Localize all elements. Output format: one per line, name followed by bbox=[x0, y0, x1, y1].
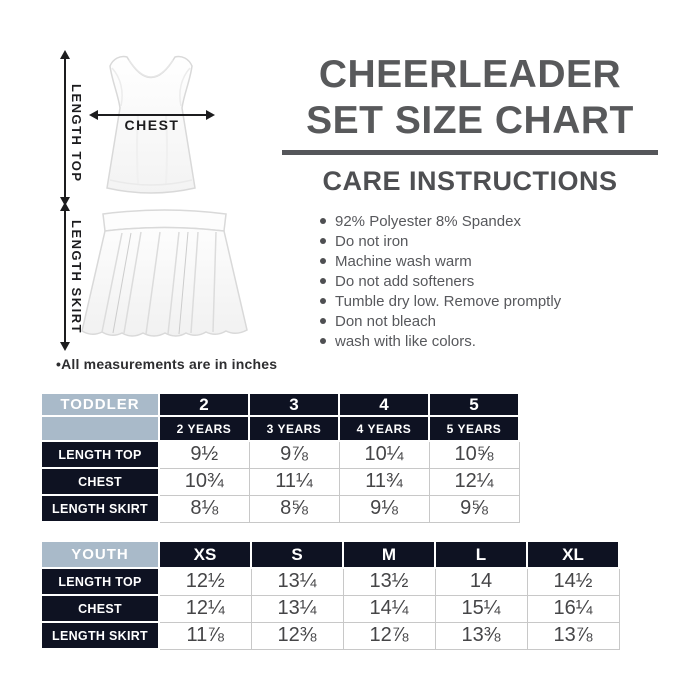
table-row: LENGTH TOP 9½ 9⅞ 10¼ 10⅝ bbox=[40, 440, 520, 469]
measurement-cell: 13¼ bbox=[250, 567, 344, 596]
measurement-cell: 13⅜ bbox=[434, 621, 528, 650]
table-row: LENGTH SKIRT 11⅞ 12⅜ 12⅞ 13⅜ 13⅞ bbox=[40, 621, 620, 650]
measurement-cell: 11¾ bbox=[338, 467, 430, 496]
title-line-2: SET SIZE CHART bbox=[306, 99, 634, 142]
bullet-icon bbox=[320, 278, 326, 284]
size-column-header: S bbox=[250, 540, 344, 569]
youth-group-header: YOUTH bbox=[40, 540, 160, 569]
length-skirt-arrow-icon bbox=[60, 202, 70, 351]
toddler-group-header: TODDLER bbox=[40, 392, 160, 417]
youth-size-table: YOUTH XS S M L XL LENGTH TOP 12½ 13¼ 13½… bbox=[40, 540, 620, 650]
toddler-size-table: TODDLER 2 3 4 5 2 YEARS 3 YEARS 4 YEARS … bbox=[40, 392, 520, 523]
table-row: CHEST 10¾ 11¼ 11¾ 12¼ bbox=[40, 467, 520, 496]
bullet-icon bbox=[320, 218, 326, 224]
care-item: Do not iron bbox=[320, 231, 561, 251]
measurement-cell: 10⅝ bbox=[428, 440, 520, 469]
size-column-header: XL bbox=[526, 540, 620, 569]
row-label: LENGTH SKIRT bbox=[40, 494, 160, 523]
blank-corner-cell bbox=[40, 415, 160, 442]
title-divider bbox=[282, 150, 658, 155]
size-column-header: XS bbox=[158, 540, 252, 569]
measurement-cell: 12½ bbox=[158, 567, 252, 596]
age-column-header: 5 YEARS bbox=[428, 415, 520, 442]
table-row: CHEST 12¼ 13¼ 14¼ 15¼ 16¼ bbox=[40, 594, 620, 623]
care-item: Do not add softeners bbox=[320, 271, 561, 291]
measurement-cell: 9½ bbox=[158, 440, 250, 469]
crop-top-illustration bbox=[106, 55, 196, 194]
care-instructions-list: 92% Polyester 8% Spandex Do not iron Mac… bbox=[320, 211, 561, 351]
measurement-cell: 9⅝ bbox=[428, 494, 520, 523]
measurement-cell: 11¼ bbox=[248, 467, 340, 496]
care-item: Machine wash warm bbox=[320, 251, 561, 271]
table-row: LENGTH SKIRT 8⅛ 8⅝ 9⅛ 9⅝ bbox=[40, 494, 520, 523]
length-top-label: LENGTH TOP bbox=[69, 84, 84, 183]
measurement-cell: 14¼ bbox=[342, 594, 436, 623]
measurement-cell: 13⅞ bbox=[526, 621, 620, 650]
measurement-cell: 12⅞ bbox=[342, 621, 436, 650]
row-label: CHEST bbox=[40, 594, 160, 623]
measurement-cell: 8⅝ bbox=[248, 494, 340, 523]
age-column-header: 3 YEARS bbox=[248, 415, 340, 442]
age-column-header: 4 YEARS bbox=[338, 415, 430, 442]
measurement-cell: 13½ bbox=[342, 567, 436, 596]
care-item: Don not bleach bbox=[320, 311, 561, 331]
bullet-icon bbox=[320, 338, 326, 344]
table-row: LENGTH TOP 12½ 13¼ 13½ 14 14½ bbox=[40, 567, 620, 596]
row-label: LENGTH SKIRT bbox=[40, 621, 160, 650]
size-column-header: M bbox=[342, 540, 436, 569]
measurement-cell: 12¼ bbox=[158, 594, 252, 623]
measurement-cell: 16¼ bbox=[526, 594, 620, 623]
title-line-1: CHEERLEADER bbox=[318, 53, 622, 96]
care-item: wash with like colors. bbox=[320, 331, 561, 351]
measurement-cell: 10¼ bbox=[338, 440, 430, 469]
chest-label: CHEST bbox=[124, 117, 180, 133]
bullet-icon bbox=[320, 298, 326, 304]
measurement-cell: 12⅜ bbox=[250, 621, 344, 650]
care-item: Tumble dry low. Remove promptly bbox=[320, 291, 561, 311]
measurement-cell: 10¾ bbox=[158, 467, 250, 496]
row-label: CHEST bbox=[40, 467, 160, 496]
measurement-cell: 14 bbox=[434, 567, 528, 596]
length-top-arrow-icon bbox=[60, 50, 70, 206]
row-label: LENGTH TOP bbox=[40, 567, 160, 596]
size-column-header: 4 bbox=[338, 392, 430, 417]
row-label: LENGTH TOP bbox=[40, 440, 160, 469]
measurement-cell: 9⅛ bbox=[338, 494, 430, 523]
size-column-header: 2 bbox=[158, 392, 250, 417]
age-column-header: 2 YEARS bbox=[158, 415, 250, 442]
measurement-cell: 12¼ bbox=[428, 467, 520, 496]
measurement-cell: 14½ bbox=[526, 567, 620, 596]
measurement-cell: 11⅞ bbox=[158, 621, 252, 650]
chest-arrow-icon bbox=[89, 110, 215, 120]
measurement-cell: 9⅞ bbox=[248, 440, 340, 469]
measurement-cell: 13¼ bbox=[250, 594, 344, 623]
measurements-footnote: •All measurements are in inches bbox=[56, 356, 278, 372]
size-column-header: 5 bbox=[428, 392, 520, 417]
care-item: 92% Polyester 8% Spandex bbox=[320, 211, 561, 231]
care-instructions-heading: CARE INSTRUCTIONS bbox=[322, 166, 618, 196]
measurement-cell: 8⅛ bbox=[158, 494, 250, 523]
page-title: CHEERLEADER SET SIZE CHART bbox=[278, 52, 662, 144]
measurement-cell: 15¼ bbox=[434, 594, 528, 623]
length-skirt-label: LENGTH SKIRT bbox=[69, 220, 84, 335]
bullet-icon bbox=[320, 238, 326, 244]
bullet-icon bbox=[320, 318, 326, 324]
size-column-header: 3 bbox=[248, 392, 340, 417]
size-column-header: L bbox=[434, 540, 528, 569]
bullet-icon bbox=[320, 258, 326, 264]
skirt-illustration bbox=[81, 209, 248, 337]
